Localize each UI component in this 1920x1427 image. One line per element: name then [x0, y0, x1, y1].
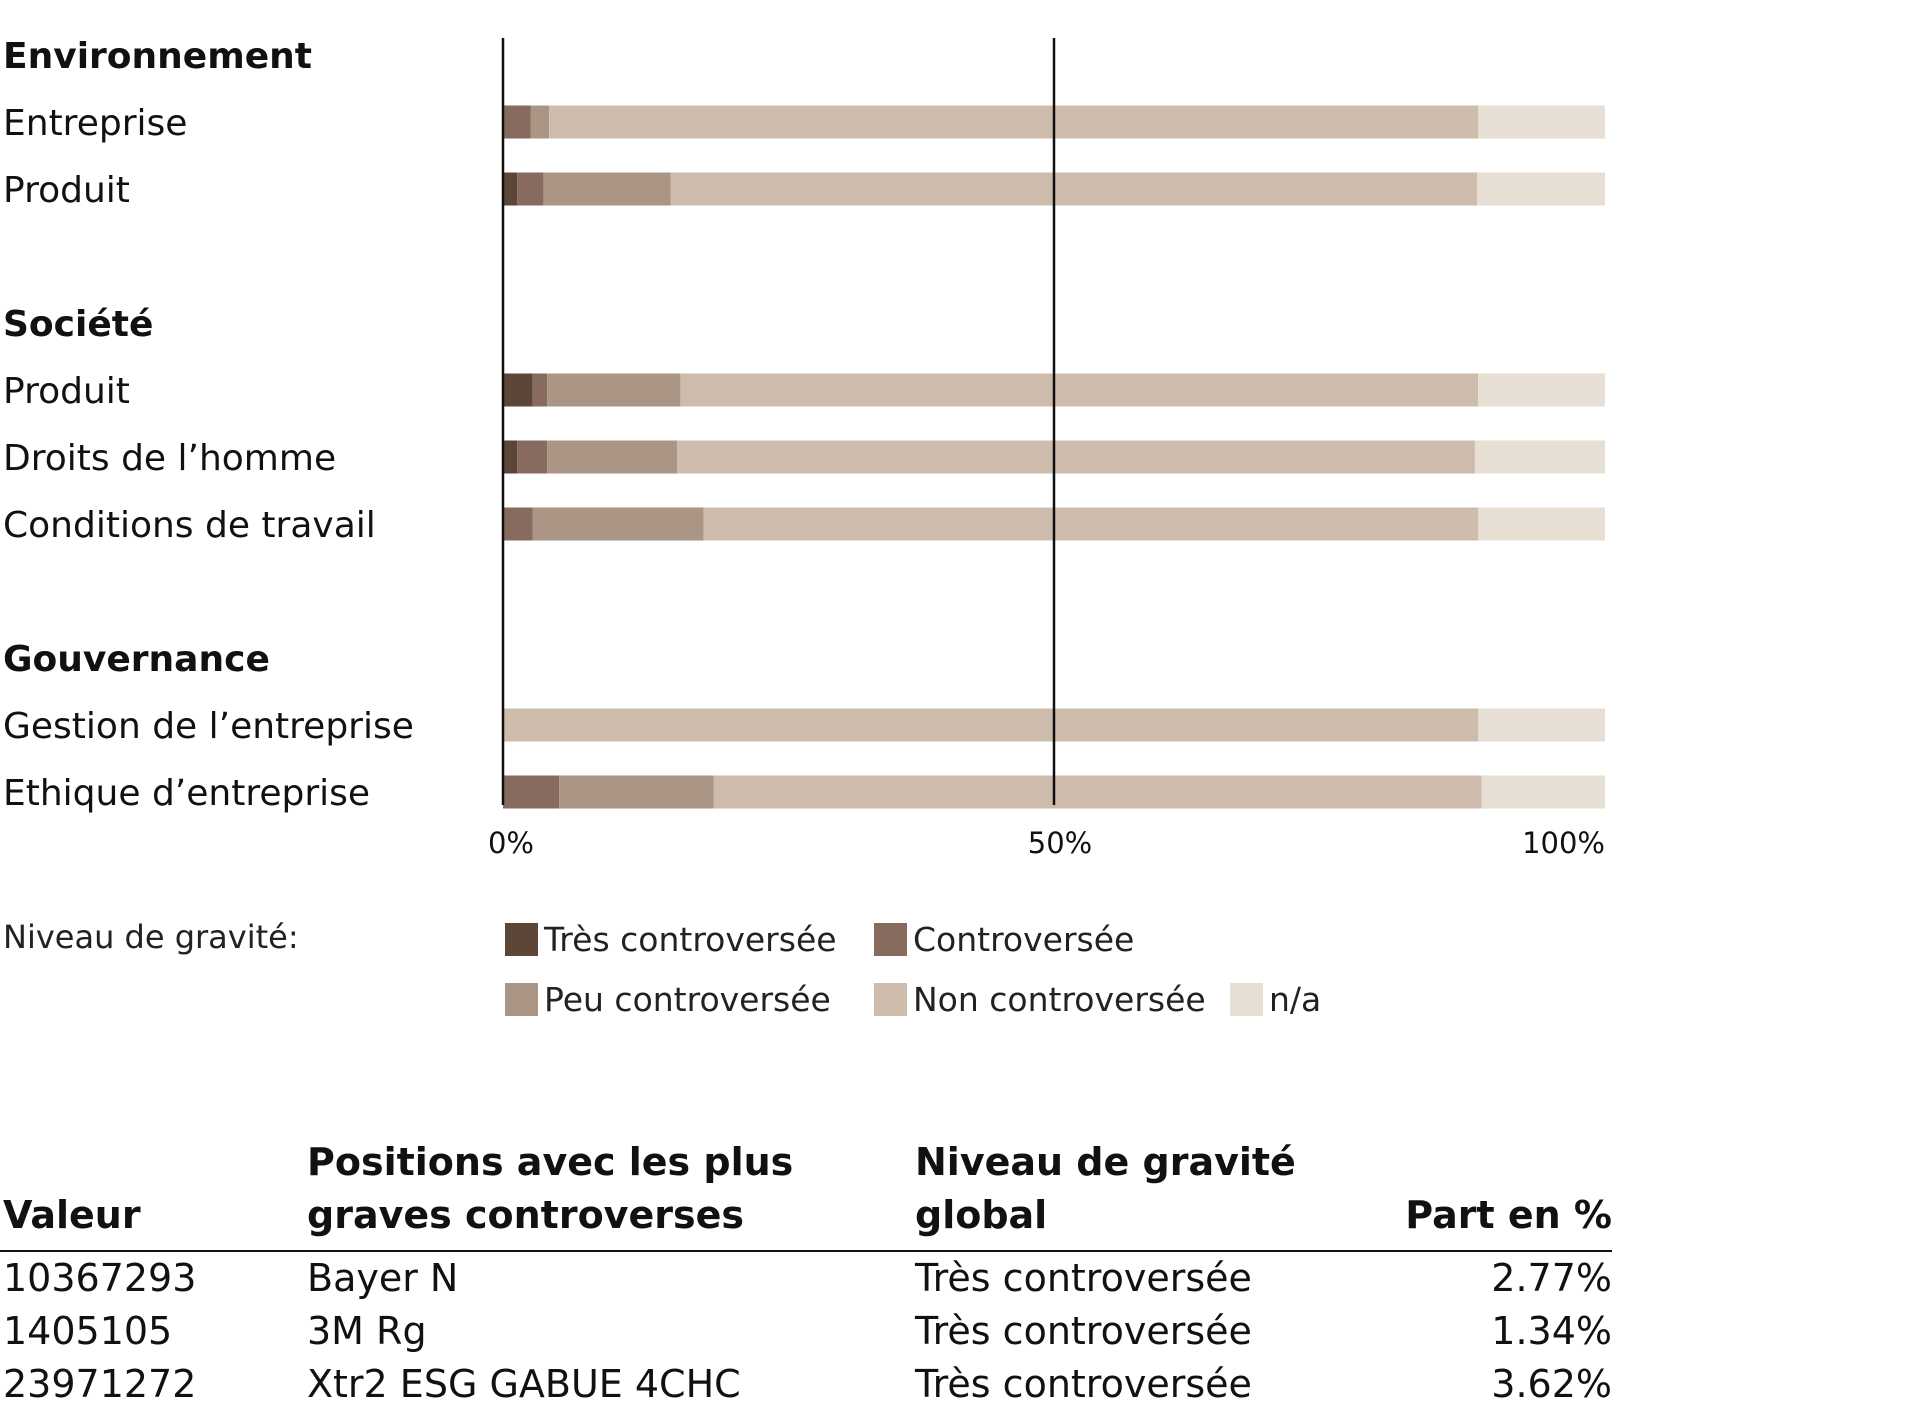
bar-segment [517, 440, 548, 474]
bar-segment [680, 373, 1479, 407]
table-row: 10367293 Bayer N Très controversée 2.77% [0, 1252, 1612, 1305]
legend-title: Niveau de gravité: [3, 918, 299, 956]
bar-segment [1477, 172, 1605, 206]
row-label: Produit [3, 371, 130, 412]
bar-segment [549, 105, 1479, 139]
bar-segment [670, 172, 1478, 206]
group-heading: Société [3, 304, 153, 345]
bar-segment [547, 373, 681, 407]
bar-segment [1481, 775, 1605, 809]
legend-label: Non controversée [913, 980, 1206, 1019]
bar-segment [1478, 105, 1605, 139]
cell-position: Bayer N [307, 1256, 459, 1300]
cell-valeur: 1405105 [3, 1309, 173, 1353]
legend-item-na: n/a [1230, 980, 1321, 1019]
header-positions-line2: graves controverses [307, 1193, 744, 1237]
header-niveau: Niveau de gravité global [915, 1136, 1296, 1242]
header-positions: Positions avec les plus graves controver… [307, 1136, 793, 1242]
legend-swatch [505, 923, 538, 956]
bar-segment [503, 373, 533, 407]
row-label: Produit [3, 170, 130, 211]
x-tick-label: 50% [1028, 826, 1092, 860]
cell-valeur: 10367293 [3, 1256, 197, 1300]
bar-segment [503, 507, 533, 541]
legend-swatch [1230, 983, 1263, 1016]
bar-segment [532, 507, 704, 541]
cell-part: 1.34% [1491, 1309, 1612, 1353]
bar-segment [713, 775, 1482, 809]
chart-legend: Niveau de gravité: Très controversée Con… [0, 910, 1500, 1040]
table-row: 1405105 3M Rg Très controversée 1.34% [0, 1305, 1612, 1358]
cell-valeur: 23971272 [3, 1362, 197, 1406]
bar-segment [559, 775, 714, 809]
legend-item-tres-controversee: Très controversée [505, 920, 837, 959]
group-heading: Gouvernance [3, 639, 270, 680]
row-label: Ethique d’entreprise [3, 773, 370, 814]
legend-label: Peu controversée [544, 980, 831, 1019]
cell-niveau: Très controversée [915, 1309, 1252, 1353]
bar-segment [703, 507, 1479, 541]
table-header: Valeur Positions avec les plus graves co… [0, 1130, 1612, 1252]
stacked-bar-chart: Environnement Entreprise Produit Société Pro… [3, 36, 1605, 860]
x-tick-label: 0% [488, 826, 534, 860]
bar-segment [1478, 373, 1605, 407]
bar-segment [530, 105, 550, 139]
legend-item-controversee: Controversée [874, 920, 1134, 959]
cell-part: 2.77% [1491, 1256, 1612, 1300]
bar-segment [677, 440, 1475, 474]
cell-part: 3.62% [1491, 1362, 1612, 1406]
bar-segment [517, 172, 544, 206]
legend-swatch [505, 983, 538, 1016]
cell-position: Xtr2 ESG GABUE 4CHC [307, 1362, 741, 1406]
legend-swatch [874, 983, 907, 1016]
table-row: 23971272 Xtr2 ESG GABUE 4CHC Très contro… [0, 1358, 1612, 1411]
header-niveau-line2: global [915, 1193, 1048, 1237]
x-tick-label: 100% [1522, 826, 1605, 860]
bar-segment [532, 373, 548, 407]
bar-segment [503, 775, 560, 809]
bar-segment [1478, 708, 1605, 742]
bar-segment [547, 440, 678, 474]
header-niveau-line1: Niveau de gravité [915, 1140, 1296, 1184]
bar-segment [503, 440, 518, 474]
legend-label: Controversée [913, 920, 1135, 959]
header-valeur: Valeur [3, 1193, 141, 1237]
bar-segment [503, 105, 531, 139]
bar-segment [1478, 507, 1605, 541]
bar-segment [1475, 440, 1605, 474]
row-label: Conditions de travail [3, 505, 376, 546]
legend-label: Très controversée [544, 920, 837, 959]
cell-position: 3M Rg [307, 1309, 427, 1353]
header-positions-line1: Positions avec les plus [307, 1140, 794, 1184]
legend-label: n/a [1269, 980, 1322, 1019]
cell-niveau: Très controversée [915, 1256, 1252, 1300]
legend-item-peu-controversee: Peu controversée [505, 980, 831, 1019]
header-part: Part en % [1405, 1193, 1612, 1237]
legend-swatch [874, 923, 907, 956]
row-label: Gestion de l’entreprise [3, 706, 414, 747]
group-heading: Environnement [3, 36, 312, 77]
row-label: Droits de l’homme [3, 438, 336, 479]
row-label: Entreprise [3, 103, 187, 144]
bar-segment [503, 708, 1479, 742]
legend-item-non-controversee: Non controversée [874, 980, 1206, 1019]
cell-niveau: Très controversée [915, 1362, 1252, 1406]
controversies-table: Valeur Positions avec les plus graves co… [0, 1130, 1612, 1411]
bar-segment [503, 172, 518, 206]
bar-segment [543, 172, 671, 206]
